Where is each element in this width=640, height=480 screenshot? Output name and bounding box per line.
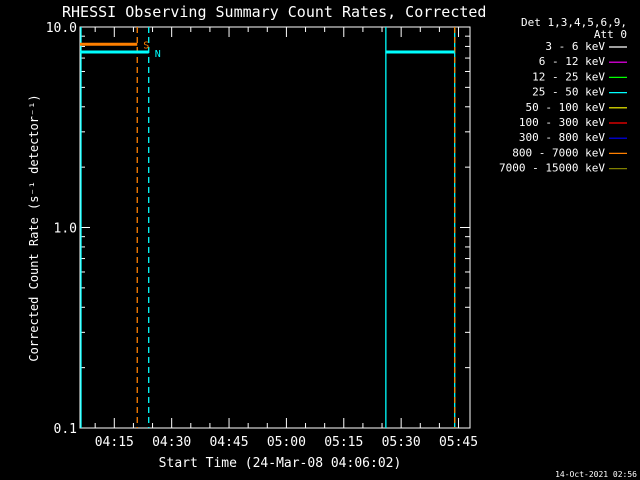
legend-label: 100 - 300 keV: [519, 116, 605, 129]
legend-header: Det 1,3,4,5,6,9,: [521, 16, 627, 29]
marker-label: S: [143, 40, 149, 51]
chart-title: RHESSI Observing Summary Count Rates, Co…: [62, 3, 486, 21]
legend-label: 25 - 50 keV: [532, 86, 605, 99]
legend-label: 50 - 100 keV: [526, 101, 606, 114]
marker-label: N: [155, 49, 161, 60]
legend-label: 300 - 800 keV: [519, 131, 605, 144]
legend-label: 3 - 6 keV: [545, 40, 605, 53]
y-axis-label: Corrected Count Rate (s⁻¹ detector⁻¹): [27, 94, 41, 361]
x-axis-label: Start Time (24-Mar-08 04:06:02): [159, 456, 402, 471]
legend: Det 1,3,4,5,6,9,Att 03 - 6 keV 6 - 12 keV…: [499, 16, 627, 175]
legend-label: 6 - 12 keV: [539, 55, 606, 68]
y-tick-label: 1.0: [54, 222, 77, 237]
x-tick-label: 05:45: [439, 435, 478, 450]
x-tick-label: 05:30: [382, 435, 421, 450]
y-tick-label: 0.1: [54, 422, 77, 437]
y-tick-label: 10.0: [46, 21, 77, 36]
legend-label: 800 - 7000 keV: [512, 146, 605, 159]
x-tick-label: 04:45: [209, 435, 248, 450]
legend-header: Att 0: [594, 28, 627, 41]
x-tick-label: 05:15: [324, 435, 363, 450]
legend-label: 12 - 25 keV: [532, 70, 605, 83]
x-tick-label: 04:30: [152, 435, 191, 450]
legend-label: 7000 - 15000 keV: [499, 162, 605, 175]
footer-timestamp: 14-Oct-2021 02:56: [555, 470, 637, 479]
x-tick-label: 05:00: [267, 435, 306, 450]
plot-area: 0.1 1.0 10.0 04:15 04:30 04:45 05:00 05:15 05:30…: [46, 21, 478, 450]
x-tick-label: 04:15: [95, 435, 134, 450]
